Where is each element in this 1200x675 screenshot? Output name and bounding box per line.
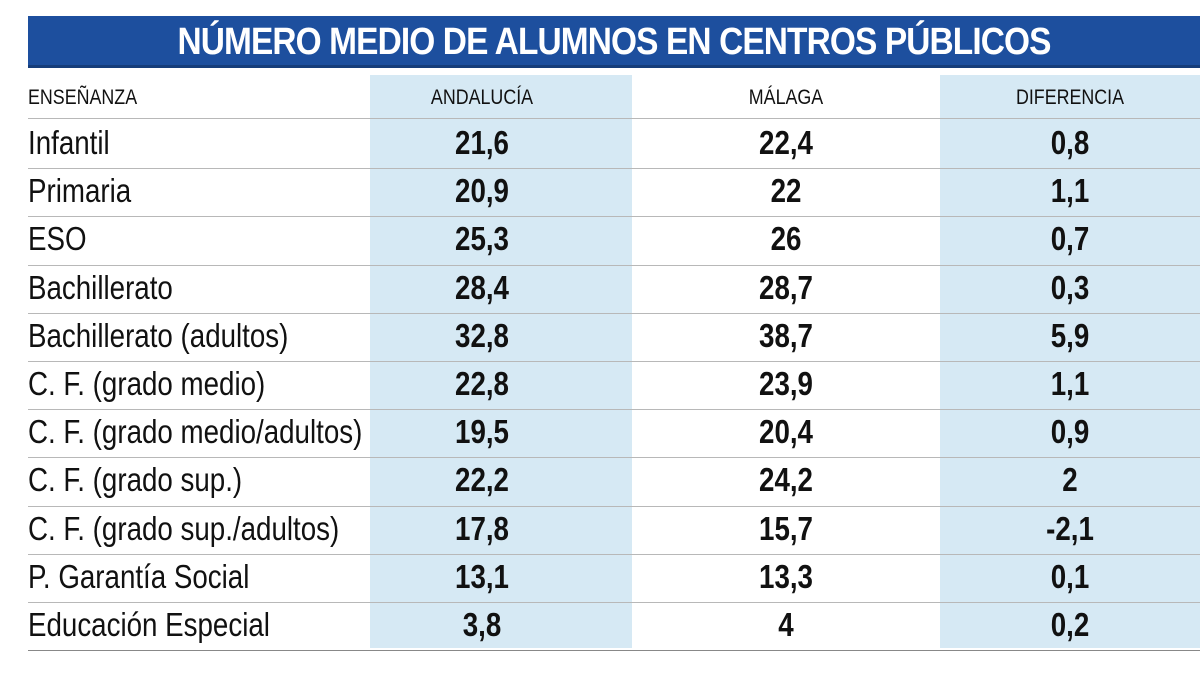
cell-value: 38,7: [759, 316, 813, 354]
column-header: ANDALUCÍA: [430, 86, 534, 109]
cell-value: -2,1: [1046, 509, 1094, 547]
cell-value: 1,1: [1050, 172, 1090, 210]
cell-value: 25,3: [455, 220, 509, 258]
column-header: DIFERENCIA: [1015, 86, 1125, 109]
cell-value: 0,1: [1050, 557, 1090, 595]
cell-value: 15,7: [759, 509, 813, 547]
row-label: C. F. (grado sup./adultos): [28, 509, 340, 547]
cell-value: 22: [770, 172, 802, 210]
column-header: MÁLAGA: [748, 86, 824, 109]
row-rule: [28, 505, 1200, 507]
cell-value: 5,9: [1050, 316, 1090, 354]
cell-value: 17,8: [455, 509, 509, 547]
row-rule: [28, 650, 1200, 652]
cell-value: 0,7: [1050, 220, 1090, 258]
cell-value: 13,3: [759, 557, 813, 595]
row-rule: [28, 264, 1200, 266]
cell-value: 23,9: [759, 365, 813, 402]
row-label: ESO: [28, 220, 87, 258]
cell-value: 0,8: [1050, 124, 1090, 161]
row-rule: [28, 312, 1200, 314]
row-rule: [28, 553, 1200, 555]
row-label: C. F. (grado medio/adultos): [28, 413, 363, 451]
row-label: Educación Especial: [28, 606, 270, 643]
cell-value: 0,2: [1050, 606, 1090, 643]
row-rule: [28, 602, 1200, 603]
cell-value: 0,3: [1050, 268, 1090, 306]
cell-value: 4: [778, 606, 794, 643]
cell-value: 3,8: [462, 606, 502, 643]
cell-value: 2: [1062, 461, 1078, 499]
cell-value: 26: [770, 220, 802, 258]
row-rule: [28, 361, 1200, 362]
cell-value: 20,9: [455, 172, 509, 210]
cell-value: 19,5: [455, 413, 509, 451]
row-label: Bachillerato (adultos): [28, 316, 289, 354]
cell-value: 28,7: [759, 268, 813, 306]
row-label: P. Garantía Social: [28, 557, 250, 595]
row-rule: [28, 216, 1200, 218]
cell-value: 24,2: [759, 461, 813, 499]
cell-value: 0,9: [1050, 413, 1090, 451]
cell-value: 20,4: [759, 413, 813, 451]
cell-value: 28,4: [455, 268, 509, 306]
row-rule: [28, 409, 1200, 411]
row-label: Bachillerato: [28, 268, 173, 306]
row-label: Primaria: [28, 172, 132, 210]
title-bar: NÚMERO MEDIO DE ALUMNOS EN CENTROS PÚBLI…: [28, 16, 1200, 68]
row-label: C. F. (grado medio): [28, 365, 266, 402]
header-rule: [28, 118, 1200, 119]
row-rule: [28, 168, 1200, 170]
cell-value: 22,4: [759, 124, 813, 161]
row-label: C. F. (grado sup.): [28, 461, 243, 499]
row-label: Infantil: [28, 124, 110, 161]
title: NÚMERO MEDIO DE ALUMNOS EN CENTROS PÚBLI…: [177, 21, 1051, 63]
row-rule: [28, 457, 1200, 459]
cell-value: 1,1: [1050, 365, 1090, 402]
cell-value: 22,2: [455, 461, 509, 499]
cell-value: 13,1: [455, 557, 509, 595]
cell-value: 22,8: [455, 365, 509, 402]
column-header: ENSEÑANZA: [28, 86, 138, 109]
cell-value: 32,8: [455, 316, 509, 354]
cell-value: 21,6: [455, 124, 509, 161]
